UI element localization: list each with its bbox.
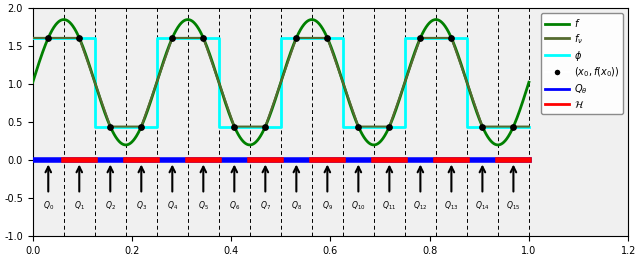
Point: [477, 125, 488, 129]
Text: $Q_8$: $Q_8$: [291, 200, 302, 212]
Point: [136, 125, 147, 129]
Legend: $f$, $f_{\nu}$, $\phi$, $(x_0, f(x_0))$, $Q_\theta$, $\mathcal{H}$: $f$, $f_{\nu}$, $\phi$, $(x_0, f(x_0))$,…: [541, 13, 623, 114]
Text: $Q_2$: $Q_2$: [105, 200, 116, 212]
Point: [322, 36, 332, 40]
Point: [415, 36, 426, 40]
Point: [291, 36, 301, 40]
Text: $Q_1$: $Q_1$: [74, 200, 84, 212]
Text: $Q_4$: $Q_4$: [167, 200, 178, 212]
Point: [229, 125, 239, 129]
Point: [198, 36, 209, 40]
Text: $Q_7$: $Q_7$: [260, 200, 271, 212]
Point: [353, 125, 364, 129]
Point: [167, 36, 177, 40]
Text: $Q_{14}$: $Q_{14}$: [475, 200, 490, 212]
Text: $Q_{13}$: $Q_{13}$: [444, 200, 459, 212]
Text: $Q_{15}$: $Q_{15}$: [506, 200, 520, 212]
Text: $Q_6$: $Q_6$: [228, 200, 240, 212]
Text: $Q_{10}$: $Q_{10}$: [351, 200, 365, 212]
Point: [74, 36, 84, 40]
Text: $Q_0$: $Q_0$: [43, 200, 54, 212]
Text: $Q_5$: $Q_5$: [198, 200, 209, 212]
Text: $Q_{11}$: $Q_{11}$: [382, 200, 397, 212]
Point: [384, 125, 394, 129]
Point: [260, 125, 271, 129]
Point: [508, 125, 518, 129]
Point: [446, 36, 456, 40]
Point: [105, 125, 115, 129]
Text: $Q_{12}$: $Q_{12}$: [413, 200, 428, 212]
Text: $Q_9$: $Q_9$: [322, 200, 333, 212]
Text: $Q_3$: $Q_3$: [136, 200, 147, 212]
Point: [43, 36, 53, 40]
